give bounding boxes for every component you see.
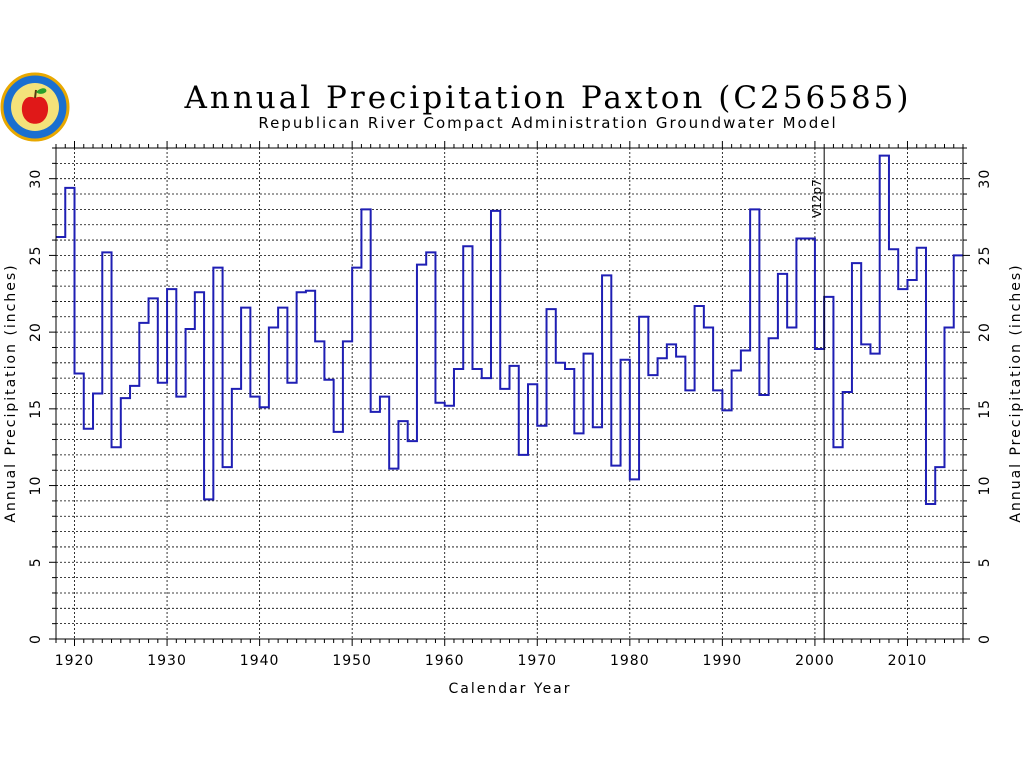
seal-logo [0, 72, 70, 142]
y-tick-label: 25 [977, 245, 993, 265]
chart-subtitle: Republican River Compact Administration … [258, 114, 837, 132]
x-tick-label: 1980 [610, 653, 650, 669]
y-tick-label: 15 [28, 399, 44, 419]
chart-title: Annual Precipitation Paxton (C256585) [183, 80, 911, 116]
x-tick-label: 1930 [147, 653, 187, 669]
annotation-label: V12p7 [810, 179, 824, 218]
precipitation-series [56, 154, 963, 505]
x-tick-label: 1970 [517, 653, 557, 669]
y-tick-label: 20 [977, 322, 993, 342]
y-tick-label: 20 [28, 322, 44, 342]
y-axis-right: 0 5 10 15 20 25 30 [963, 147, 993, 644]
y-tick-label: 25 [28, 245, 44, 265]
y-axis-label-left: Annual Precipitation (inches) [3, 263, 19, 522]
plot-frame [55, 147, 964, 640]
x-tick-label: 2010 [888, 653, 928, 669]
y-tick-label: 10 [977, 476, 993, 496]
y-tick-label: 0 [28, 634, 44, 644]
x-axis: 1920 1930 1940 1950 1960 1970 1980 1990 2000 2010 [55, 141, 964, 669]
x-axis-label: Calendar Year [448, 681, 571, 697]
y-axis-left: 0 5 10 15 20 25 30 [28, 147, 56, 644]
y-tick-label: 5 [28, 557, 44, 567]
x-tick-label: 1990 [703, 653, 743, 669]
y-tick-label: 10 [28, 476, 44, 496]
y-tick-label: 5 [977, 557, 993, 567]
y-tick-label: 30 [28, 169, 44, 189]
x-tick-label: 2000 [795, 653, 835, 669]
x-tick-label: 1920 [55, 653, 95, 669]
y-tick-label: 15 [977, 399, 993, 419]
y-tick-label: 30 [977, 169, 993, 189]
x-tick-label: 1960 [425, 653, 465, 669]
x-tick-label: 1950 [332, 653, 372, 669]
grid [56, 147, 963, 640]
y-tick-label: 0 [977, 634, 993, 644]
x-tick-label: 1940 [240, 653, 280, 669]
annotations: V12p7 [810, 148, 825, 639]
y-axis-label-right: Annual Precipitation (inches) [1008, 263, 1024, 522]
